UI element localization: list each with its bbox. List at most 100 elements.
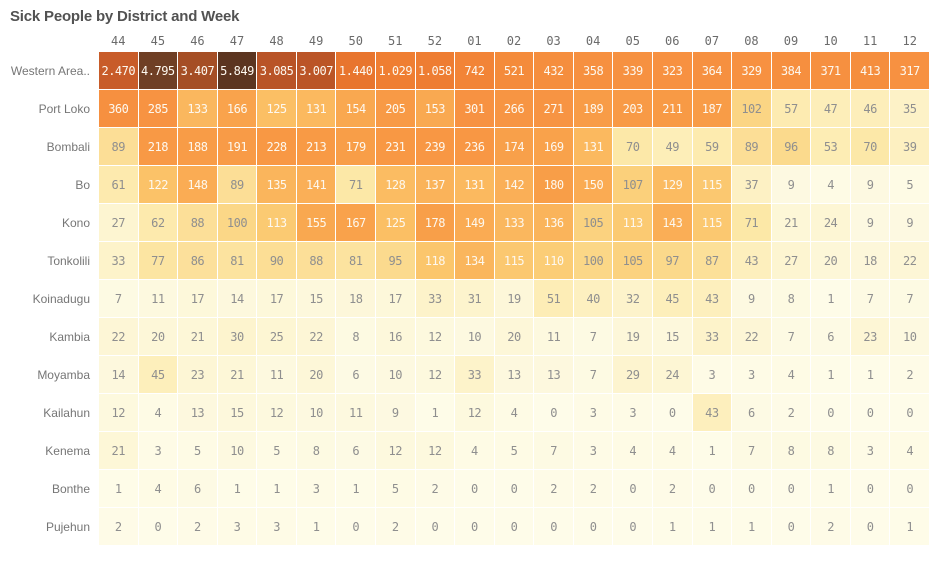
heatmap-cell[interactable]: 5 — [376, 470, 415, 507]
heatmap-cell[interactable]: 12 — [415, 356, 455, 393]
heatmap-cell[interactable]: 16 — [376, 318, 415, 355]
heatmap-cell[interactable]: 154 — [336, 90, 375, 127]
heatmap-cell[interactable]: 3 — [296, 470, 336, 507]
heatmap-cell[interactable]: 1 — [692, 432, 732, 469]
heatmap-cell[interactable]: 53 — [811, 128, 850, 165]
heatmap-cell[interactable]: 10 — [455, 318, 494, 355]
heatmap-cell[interactable]: 149 — [455, 204, 494, 241]
heatmap-cell[interactable]: 10 — [890, 318, 929, 355]
heatmap-cell[interactable]: 9 — [850, 166, 890, 203]
heatmap-cell[interactable]: 6 — [178, 470, 217, 507]
heatmap-cell[interactable]: 317 — [890, 52, 929, 89]
heatmap-cell[interactable]: 0 — [455, 470, 494, 507]
heatmap-cell[interactable]: 742 — [455, 52, 494, 89]
heatmap-cell[interactable]: 213 — [296, 128, 336, 165]
heatmap-cell[interactable]: 231 — [376, 128, 415, 165]
heatmap-cell[interactable]: 100 — [573, 242, 613, 279]
heatmap-cell[interactable]: 8 — [771, 432, 811, 469]
heatmap-cell[interactable]: 7 — [732, 432, 771, 469]
heatmap-cell[interactable]: 0 — [613, 508, 652, 545]
heatmap-cell[interactable]: 17 — [257, 280, 296, 317]
heatmap-cell[interactable]: 12 — [257, 394, 296, 431]
heatmap-cell[interactable]: 0 — [494, 508, 534, 545]
heatmap-cell[interactable]: 3 — [257, 508, 296, 545]
heatmap-cell[interactable]: 0 — [850, 470, 890, 507]
heatmap-cell[interactable]: 0 — [653, 394, 692, 431]
heatmap-cell[interactable]: 21 — [99, 432, 138, 469]
heatmap-cell[interactable]: 133 — [494, 204, 534, 241]
heatmap-cell[interactable]: 0 — [138, 508, 178, 545]
heatmap-cell[interactable]: 3 — [613, 394, 652, 431]
heatmap-cell[interactable]: 96 — [771, 128, 811, 165]
heatmap-cell[interactable]: 2 — [811, 508, 850, 545]
heatmap-cell[interactable]: 35 — [890, 90, 929, 127]
heatmap-cell[interactable]: 236 — [455, 128, 494, 165]
heatmap-cell[interactable]: 4 — [811, 166, 850, 203]
heatmap-cell[interactable]: 57 — [771, 90, 811, 127]
heatmap-cell[interactable]: 4 — [890, 432, 929, 469]
heatmap-cell[interactable]: 167 — [336, 204, 375, 241]
heatmap-cell[interactable]: 12 — [376, 432, 415, 469]
heatmap-cell[interactable]: 1 — [811, 280, 850, 317]
heatmap-cell[interactable]: 2 — [534, 470, 573, 507]
heatmap-cell[interactable]: 43 — [732, 242, 771, 279]
heatmap-cell[interactable]: 329 — [732, 52, 771, 89]
heatmap-cell[interactable]: 105 — [613, 242, 652, 279]
heatmap-cell[interactable]: 39 — [890, 128, 929, 165]
heatmap-cell[interactable]: 61 — [99, 166, 138, 203]
heatmap-cell[interactable]: 113 — [613, 204, 652, 241]
heatmap-cell[interactable]: 115 — [692, 204, 732, 241]
heatmap-cell[interactable]: 0 — [890, 394, 929, 431]
heatmap-cell[interactable]: 131 — [455, 166, 494, 203]
heatmap-cell[interactable]: 7 — [890, 280, 929, 317]
heatmap-cell[interactable]: 128 — [376, 166, 415, 203]
heatmap-cell[interactable]: 7 — [99, 280, 138, 317]
heatmap-cell[interactable]: 4 — [613, 432, 652, 469]
heatmap-cell[interactable]: 33 — [455, 356, 494, 393]
heatmap-cell[interactable]: 1 — [692, 508, 732, 545]
heatmap-cell[interactable]: 0 — [534, 394, 573, 431]
heatmap-cell[interactable]: 239 — [415, 128, 455, 165]
heatmap-cell[interactable]: 0 — [692, 470, 732, 507]
heatmap-cell[interactable]: 0 — [494, 470, 534, 507]
heatmap-cell[interactable]: 131 — [573, 128, 613, 165]
heatmap-cell[interactable]: 22 — [890, 242, 929, 279]
heatmap-cell[interactable]: 360 — [99, 90, 138, 127]
heatmap-cell[interactable]: 187 — [692, 90, 732, 127]
heatmap-cell[interactable]: 37 — [732, 166, 771, 203]
heatmap-cell[interactable]: 17 — [376, 280, 415, 317]
heatmap-cell[interactable]: 1 — [732, 508, 771, 545]
heatmap-cell[interactable]: 218 — [138, 128, 178, 165]
heatmap-cell[interactable]: 27 — [99, 204, 138, 241]
heatmap-cell[interactable]: 3 — [732, 356, 771, 393]
heatmap-cell[interactable]: 5 — [178, 432, 217, 469]
heatmap-cell[interactable]: 5 — [257, 432, 296, 469]
heatmap-cell[interactable]: 12 — [455, 394, 494, 431]
heatmap-cell[interactable]: 122 — [138, 166, 178, 203]
heatmap-cell[interactable]: 155 — [296, 204, 336, 241]
heatmap-cell[interactable]: 21 — [217, 356, 257, 393]
heatmap-cell[interactable]: 21 — [178, 318, 217, 355]
heatmap-cell[interactable]: 0 — [613, 470, 652, 507]
heatmap-cell[interactable]: 125 — [376, 204, 415, 241]
heatmap-cell[interactable]: 1 — [811, 356, 850, 393]
heatmap-cell[interactable]: 134 — [455, 242, 494, 279]
heatmap-cell[interactable]: 174 — [494, 128, 534, 165]
heatmap-cell[interactable]: 10 — [296, 394, 336, 431]
heatmap-cell[interactable]: 2 — [99, 508, 138, 545]
heatmap-cell[interactable]: 9 — [850, 204, 890, 241]
heatmap-cell[interactable]: 1.058 — [415, 52, 455, 89]
heatmap-cell[interactable]: 115 — [692, 166, 732, 203]
heatmap-cell[interactable]: 19 — [613, 318, 652, 355]
heatmap-cell[interactable]: 1 — [99, 470, 138, 507]
heatmap-cell[interactable]: 9 — [771, 166, 811, 203]
heatmap-cell[interactable]: 0 — [771, 508, 811, 545]
heatmap-cell[interactable]: 90 — [257, 242, 296, 279]
heatmap-cell[interactable]: 71 — [732, 204, 771, 241]
heatmap-cell[interactable]: 166 — [217, 90, 257, 127]
heatmap-cell[interactable]: 27 — [771, 242, 811, 279]
heatmap-cell[interactable]: 46 — [850, 90, 890, 127]
heatmap-cell[interactable]: 71 — [336, 166, 375, 203]
heatmap-cell[interactable]: 9 — [890, 204, 929, 241]
heatmap-cell[interactable]: 129 — [653, 166, 692, 203]
